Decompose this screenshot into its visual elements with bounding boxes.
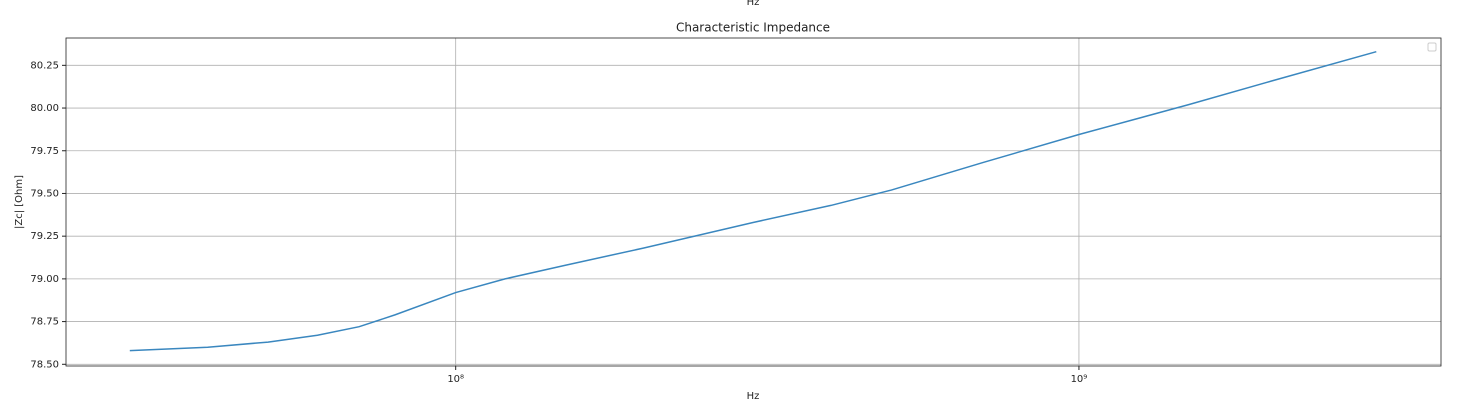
chart-title: Characteristic Impedance	[676, 21, 830, 35]
y-tick-label: 79.75	[30, 146, 59, 157]
legend-box	[1427, 42, 1437, 52]
x-axis-label: Hz	[747, 391, 760, 402]
data-line	[129, 50, 1377, 352]
y-axis-label: |Zc| [Ohm]	[14, 175, 25, 229]
x-tick-label: 10⁹	[1071, 374, 1088, 385]
y-tick-label: 78.75	[30, 317, 59, 328]
y-tick-label: 78.50	[30, 359, 59, 370]
x-tick-label: 10⁸	[447, 374, 464, 385]
y-tick-label: 79.00	[30, 274, 59, 285]
y-tick-label: 80.00	[30, 103, 59, 114]
previous-x-label: Hz	[747, 0, 760, 8]
y-tick-label: 80.25	[30, 60, 59, 71]
plot-frame	[65, 37, 1442, 367]
y-tick-label: 79.25	[30, 231, 59, 242]
y-tick-label: 79.50	[30, 188, 59, 199]
